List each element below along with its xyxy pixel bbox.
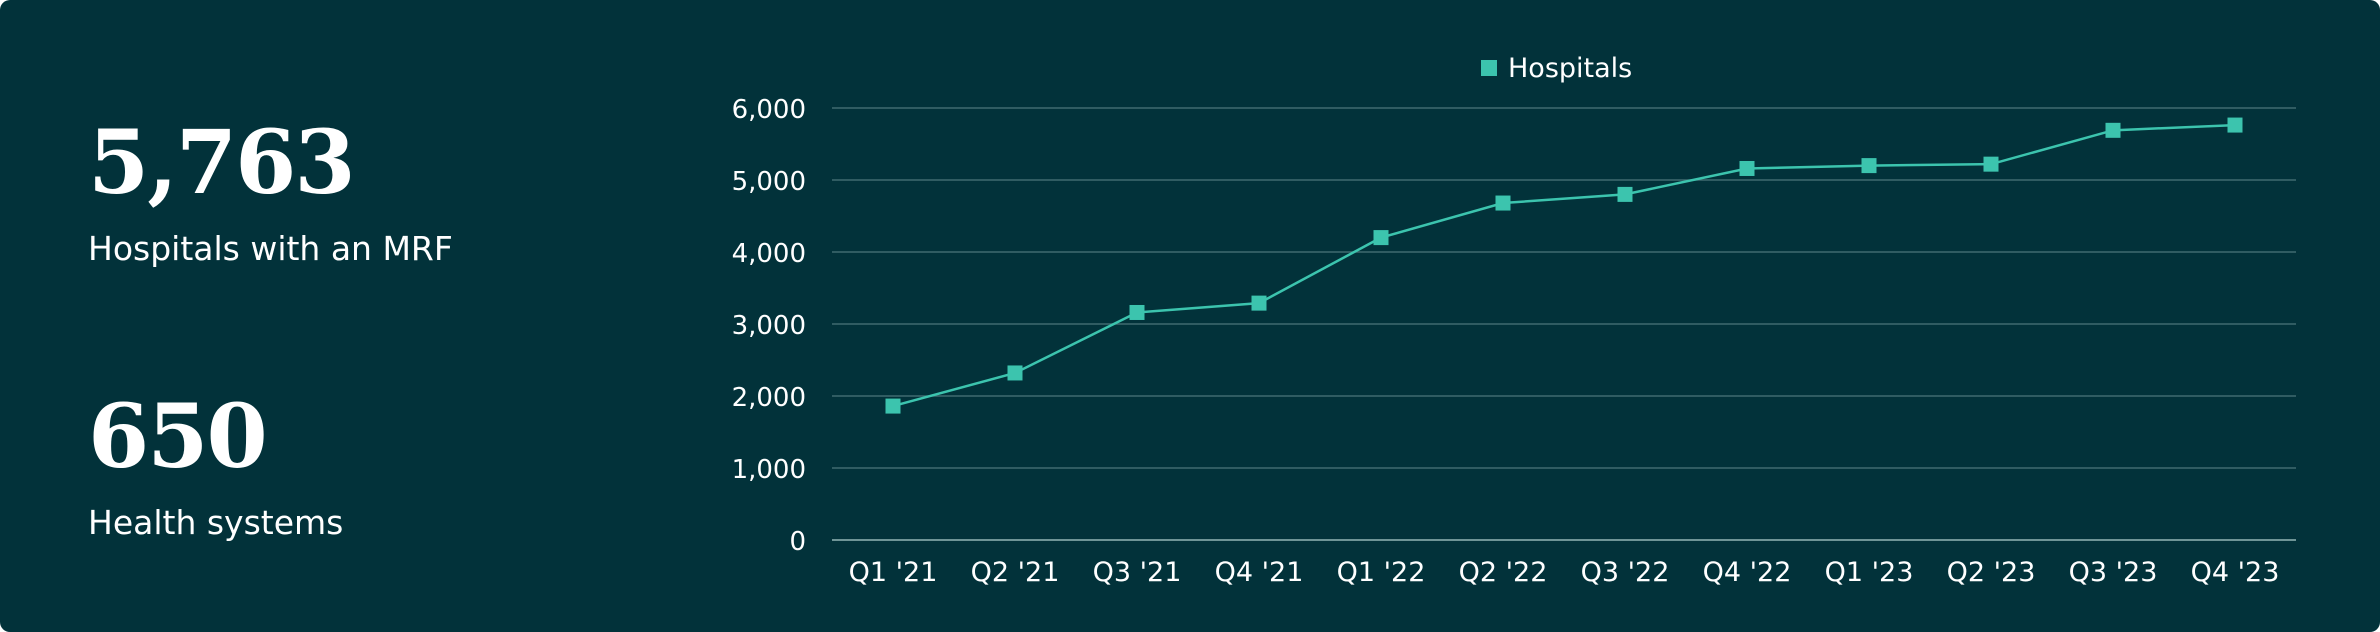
data-point-hospitals xyxy=(1495,195,1511,211)
y-tick-label: 4,000 xyxy=(732,239,806,269)
data-point-hospitals xyxy=(1373,230,1389,246)
stat-hospitals-value: 5,763 xyxy=(88,110,356,214)
y-tick-label: 1,000 xyxy=(732,455,806,485)
series-hospitals xyxy=(885,117,2243,414)
y-tick-label: 3,000 xyxy=(732,311,806,341)
x-tick-label: Q2 '21 xyxy=(971,557,1060,588)
x-tick-label: Q4 '23 xyxy=(2191,557,2280,588)
data-point-hospitals xyxy=(885,398,901,414)
y-axis-tick-labels: 0 1,000 2,000 3,000 4,000 5,000 6,000 xyxy=(732,95,806,557)
chart-legend: Hospitals xyxy=(1481,53,1632,84)
data-point-hospitals xyxy=(1129,304,1145,320)
stat-hospitals-label: Hospitals with an MRF xyxy=(88,229,453,268)
stat-health-systems: 650 Health systems xyxy=(88,392,343,539)
x-tick-label: Q1 '23 xyxy=(1825,557,1914,588)
x-tick-label: Q2 '23 xyxy=(1947,557,2036,588)
x-tick-label: Q4 '22 xyxy=(1703,557,1792,588)
data-point-hospitals xyxy=(1739,160,1755,176)
data-point-hospitals xyxy=(1251,295,1267,311)
data-point-hospitals xyxy=(2227,117,2243,133)
x-tick-label: Q3 '22 xyxy=(1581,557,1670,588)
legend-label-hospitals: Hospitals xyxy=(1508,53,1632,84)
data-point-hospitals xyxy=(2105,122,2121,138)
x-tick-label: Q2 '22 xyxy=(1459,557,1548,588)
stat-health-systems-label: Health systems xyxy=(88,503,344,542)
legend-swatch-hospitals xyxy=(1481,60,1497,76)
y-tick-label: 5,000 xyxy=(732,167,806,197)
stat-health-systems-value: 650 xyxy=(88,384,268,488)
x-tick-label: Q1 '21 xyxy=(849,557,938,588)
x-tick-label: Q1 '22 xyxy=(1337,557,1426,588)
stat-hospitals: 5,763 Hospitals with an MRF xyxy=(88,118,453,265)
data-point-hospitals xyxy=(1861,158,1877,174)
data-point-hospitals xyxy=(1617,186,1633,202)
data-point-hospitals xyxy=(1983,156,1999,172)
y-tick-label: 2,000 xyxy=(732,383,806,413)
x-tick-label: Q3 '21 xyxy=(1093,557,1182,588)
series-line-hospitals xyxy=(892,123,2236,408)
x-axis-tick-labels: Q1 '21 Q2 '21 Q3 '21 Q4 '21 Q1 '22 Q2 '22 Q3 '… xyxy=(849,557,2280,588)
chart-gridlines xyxy=(832,107,2296,541)
x-tick-label: Q3 '23 xyxy=(2069,557,2158,588)
x-tick-label: Q4 '21 xyxy=(1215,557,1304,588)
data-point-hospitals xyxy=(1007,365,1023,381)
y-tick-label: 6,000 xyxy=(732,95,806,125)
y-tick-label: 0 xyxy=(789,527,806,557)
